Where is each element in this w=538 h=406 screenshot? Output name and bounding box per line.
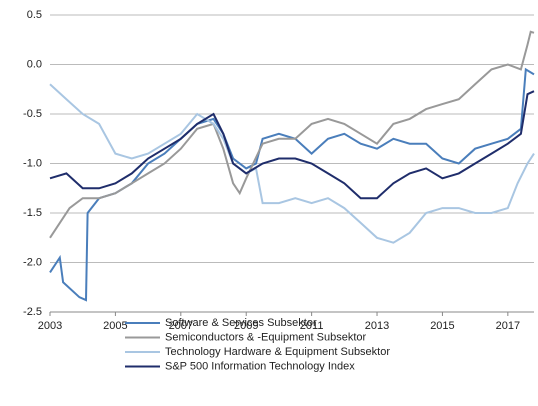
x-tick-label: 2015 (430, 320, 454, 332)
y-tick-label: -2.0 (23, 256, 42, 268)
series-line (49, 90, 535, 200)
x-tick-label: 2003 (38, 320, 62, 332)
x-tick-label: 2007 (169, 320, 193, 332)
legend-label: Technology Hardware & Equipment Subsekto… (165, 346, 390, 358)
x-tick-label: 2011 (300, 320, 324, 332)
series-line (49, 67, 535, 302)
y-tick-label: -1.5 (23, 207, 42, 219)
y-tick-label: -2.5 (23, 306, 42, 318)
y-tick-label: -0.5 (23, 108, 42, 120)
legend-label: Semiconductors & -Equipment Subsektor (165, 331, 366, 343)
y-tick-label: 0.0 (27, 58, 42, 70)
series-line (49, 30, 535, 239)
x-tick-label: 2017 (496, 320, 520, 332)
x-tick-label: 2005 (103, 320, 127, 332)
y-tick-label: 0.5 (27, 9, 42, 21)
y-tick-label: -1.0 (23, 157, 42, 169)
x-tick-label: 2013 (365, 320, 389, 332)
legend-label: S&P 500 Information Technology Index (165, 360, 355, 372)
legend-label: Software & Services Subsektor (165, 317, 317, 329)
series-line (49, 83, 535, 244)
x-tick-label: 2009 (234, 320, 258, 332)
